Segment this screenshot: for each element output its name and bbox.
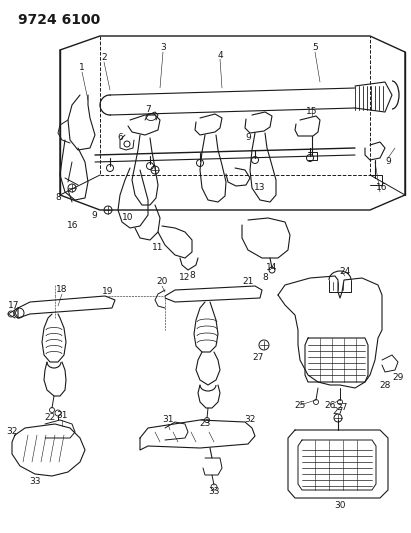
Text: 16: 16	[67, 221, 79, 230]
Text: 9: 9	[91, 211, 97, 220]
Text: 4: 4	[217, 51, 223, 60]
Text: 27: 27	[336, 403, 348, 413]
Text: 24: 24	[339, 268, 351, 277]
Text: 32: 32	[244, 416, 256, 424]
Text: 31: 31	[162, 416, 174, 424]
Text: 16: 16	[376, 183, 388, 192]
Text: 14: 14	[266, 263, 278, 272]
Text: 6: 6	[117, 133, 123, 142]
Text: 9724 6100: 9724 6100	[18, 13, 100, 27]
Text: 17: 17	[8, 302, 20, 311]
Text: 2: 2	[101, 53, 107, 62]
Text: 30: 30	[334, 500, 346, 510]
Text: 9: 9	[245, 133, 251, 142]
Text: 26: 26	[324, 400, 336, 409]
Text: 21: 21	[242, 278, 254, 287]
Text: 23: 23	[199, 419, 211, 429]
Text: 5: 5	[312, 44, 318, 52]
Text: 7: 7	[145, 106, 151, 115]
Text: 28: 28	[379, 381, 391, 390]
Text: 12: 12	[179, 273, 191, 282]
Text: 3: 3	[160, 44, 166, 52]
Text: 15: 15	[306, 108, 318, 117]
Text: 11: 11	[152, 244, 164, 253]
Text: 32: 32	[6, 427, 18, 437]
Text: 20: 20	[156, 278, 168, 287]
Text: 8: 8	[262, 273, 268, 282]
Text: 22: 22	[44, 414, 55, 423]
Text: 8: 8	[189, 271, 195, 279]
Text: 33: 33	[208, 488, 220, 497]
Text: 33: 33	[29, 478, 41, 487]
Text: 18: 18	[56, 286, 68, 295]
Text: 9: 9	[385, 157, 391, 166]
Text: 27: 27	[332, 408, 344, 416]
Text: 25: 25	[294, 400, 306, 409]
Text: 1: 1	[79, 63, 85, 72]
Text: 13: 13	[254, 183, 266, 192]
Text: 31: 31	[56, 411, 68, 421]
Text: 29: 29	[393, 374, 404, 383]
Text: 8: 8	[55, 193, 61, 203]
Text: 19: 19	[102, 287, 114, 296]
Text: 27: 27	[252, 353, 264, 362]
Text: 10: 10	[122, 214, 134, 222]
